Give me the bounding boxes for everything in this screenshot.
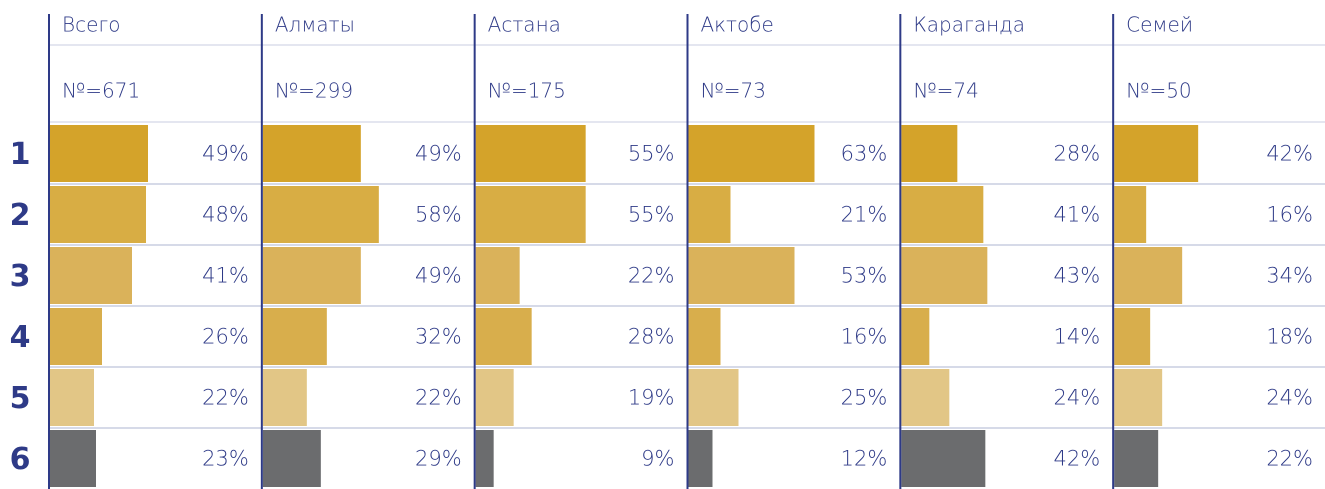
row-label: 4 [10,320,31,355]
bar [1114,308,1151,365]
value-label: 58% [415,203,462,227]
bar [50,125,148,182]
value-label: 22% [1266,447,1313,471]
bar [901,308,930,365]
value-label: 22% [415,386,462,410]
bar [1114,186,1147,243]
value-label: 14% [1053,325,1100,349]
bar [901,247,988,304]
bar [475,186,586,243]
value-label: 42% [1053,447,1100,471]
value-label: 24% [1053,386,1100,410]
bar [262,247,361,304]
value-label: 18% [1266,325,1313,349]
bar [688,186,731,243]
column-n: №=50 [1126,79,1192,103]
row-label: 6 [10,442,31,477]
value-label: 28% [1053,142,1100,166]
value-label: 41% [1053,203,1100,227]
column-name: Астана [488,13,561,37]
value-label: 21% [841,203,888,227]
bar [262,369,307,426]
value-label: 55% [628,203,675,227]
value-label: 16% [841,325,888,349]
value-label: 9% [641,447,674,471]
value-label: 26% [202,325,249,349]
bar [688,125,815,182]
value-label: 12% [841,447,888,471]
bar [475,247,520,304]
bar [901,186,984,243]
bar [50,308,102,365]
bar [688,430,713,487]
bar [475,430,494,487]
bar [262,186,379,243]
row-label: 1 [10,137,31,172]
column-name: Семей [1126,13,1193,37]
value-label: 53% [841,264,888,288]
column-name: Караганда [913,13,1025,37]
bar [901,430,986,487]
value-label: 23% [202,447,249,471]
value-label: 34% [1266,264,1313,288]
value-label: 43% [1053,264,1100,288]
value-label: 24% [1266,386,1313,410]
bar [50,430,96,487]
bar [901,369,950,426]
value-label: 63% [841,142,888,166]
value-label: 32% [415,325,462,349]
bar [475,308,532,365]
bar [50,369,94,426]
value-label: 29% [415,447,462,471]
value-label: 16% [1266,203,1313,227]
value-label: 22% [628,264,675,288]
value-label: 22% [202,386,249,410]
value-label: 55% [628,142,675,166]
bar [1114,247,1183,304]
row-label: 3 [10,259,31,294]
bar [262,430,321,487]
value-label: 48% [202,203,249,227]
bar [688,247,795,304]
column-n: №=73 [701,79,767,103]
bar [475,125,586,182]
column-name: Алматы [275,13,355,37]
value-label: 49% [415,142,462,166]
bar [262,308,327,365]
bar [688,308,721,365]
column-name: Всего [62,13,120,37]
value-label: 19% [628,386,675,410]
value-label: 49% [415,264,462,288]
bar [901,125,958,182]
bar [475,369,514,426]
value-label: 41% [202,264,249,288]
value-label: 28% [628,325,675,349]
bar [1114,369,1163,426]
column-name: Актобе [701,13,774,37]
column-n: №=175 [488,79,566,103]
column-n: №=74 [913,79,979,103]
row-label: 5 [10,381,31,416]
bar [1114,430,1159,487]
value-label: 42% [1266,142,1313,166]
column-n: №=299 [275,79,353,103]
column-n: №=671 [62,79,140,103]
bar [688,369,739,426]
bar [50,186,146,243]
bar [1114,125,1199,182]
bar [50,247,132,304]
value-label: 25% [841,386,888,410]
row-label: 2 [10,198,31,233]
bar [262,125,361,182]
value-label: 49% [202,142,249,166]
